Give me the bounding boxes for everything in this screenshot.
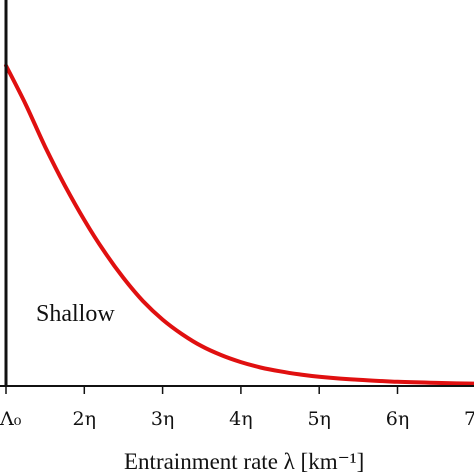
x-tick-label: 3η — [151, 408, 174, 430]
plot-area — [4, 63, 474, 386]
x-tick-label: 4η — [229, 408, 252, 430]
series-line — [4, 63, 474, 386]
x-tick-label: 5η — [307, 408, 330, 430]
x-axis-title: Entrainment rate λ [km⁻¹] — [124, 449, 364, 474]
annotation-label: Shallow — [36, 301, 115, 327]
x-ticks: Λ₀ 2η 3η 4η 5η 6η 7η — [0, 386, 474, 430]
x-tick-label: 7η — [464, 408, 474, 430]
x-tick-label: 6η — [386, 408, 409, 430]
x-tick-label: Λ₀ — [0, 408, 22, 430]
x-tick-label: 2η — [73, 408, 96, 430]
